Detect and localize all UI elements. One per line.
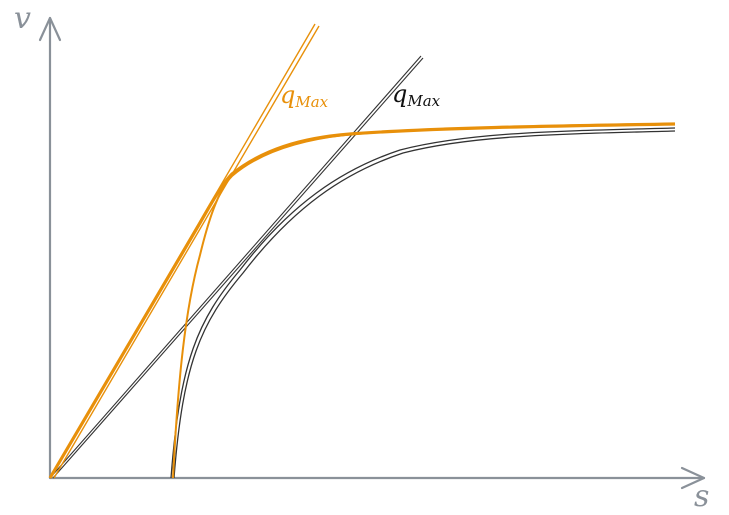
black-tangent-line-b [52, 57, 424, 479]
black-tangent-line-a [49, 55, 422, 479]
y-axis-label: v [14, 1, 31, 36]
orange-qmax-label-subscript: Max [294, 93, 328, 111]
axes: v s [14, 1, 709, 514]
x-axis-label: s [694, 479, 709, 514]
black-saturation-curve-a [170, 127, 676, 479]
black-saturation-curve [170, 127, 676, 479]
y-axis-arrowhead [38, 16, 62, 42]
x-axis-arrowhead [680, 466, 706, 490]
orange-saturation-curve [48, 122, 676, 479]
orange-tangent-line-b [53, 25, 320, 479]
orange-saturation-curve-steep [172, 123, 676, 479]
black-qmax-label-subscript: Max [406, 92, 440, 110]
black-qmax-label-main: q [392, 80, 407, 108]
black-saturation-curve-b [173, 130, 676, 479]
orange-qmax-label: qMax [280, 81, 329, 111]
orange-saturation-curve-main [48, 122, 676, 479]
orange-qmax-label-main: q [280, 81, 295, 109]
black-qmax-label: qMax [392, 80, 441, 110]
black-tangent-line [49, 55, 424, 479]
